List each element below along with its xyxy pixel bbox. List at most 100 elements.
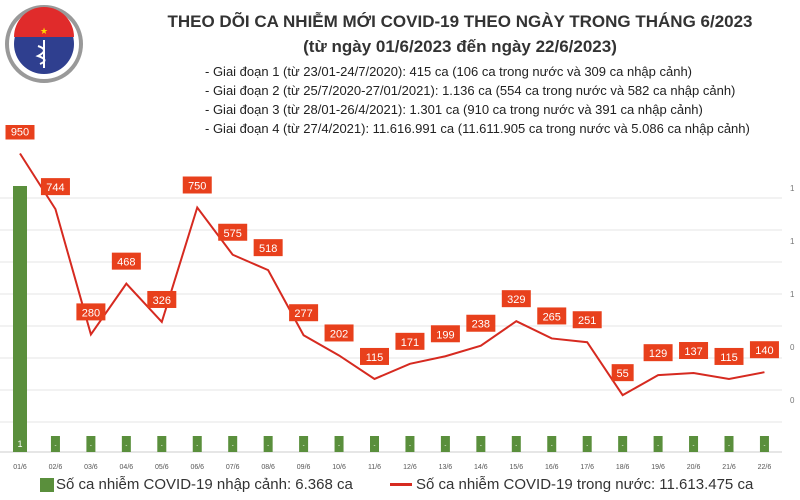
bar-label: - (303, 443, 305, 449)
bar (653, 436, 663, 452)
x-tick-label: 15/6 (509, 464, 523, 470)
x-tick-label: 09/6 (297, 464, 311, 470)
bar-label: - (444, 443, 446, 449)
x-tick-label: 21/6 (722, 464, 736, 470)
data-label-box (111, 252, 141, 270)
bar-label: - (90, 443, 92, 449)
bar (511, 436, 521, 452)
bar (476, 436, 486, 452)
x-tick-label: 06/6 (190, 464, 204, 470)
data-label-box (430, 325, 460, 343)
bar (299, 436, 309, 452)
x-tick-label: 14/6 (474, 464, 488, 470)
x-tick-label: 20/6 (687, 464, 701, 470)
data-label-box (147, 290, 177, 308)
bar (405, 436, 415, 452)
data-label-box (611, 364, 634, 382)
legend-bar-label: Số ca nhiễm COVID-19 nhập cảnh: 6.368 ca (56, 476, 353, 493)
legend-line: Số ca nhiễm COVID-19 trong nước: 11.613.… (390, 476, 753, 493)
bar-label: - (409, 443, 411, 449)
bar (263, 436, 273, 452)
bar-label: - (232, 443, 234, 449)
data-label: 199 (436, 329, 454, 341)
data-label-box (679, 342, 709, 360)
data-label-box (360, 347, 389, 365)
data-label: 171 (401, 337, 419, 349)
note-phase-1: - Giai đoạn 1 (từ 23/01-24/7/2020): 415 … (205, 64, 693, 79)
data-label-box (253, 239, 283, 257)
data-label: 251 (578, 315, 596, 327)
data-label-box (324, 324, 354, 342)
data-label: 329 (507, 294, 525, 306)
data-label-box (76, 303, 106, 321)
bar (547, 436, 557, 452)
chart-area: 1 1 1 0 0 1 - - - - - - - - - - - - - - - - - - - - - 01/6 02/6 03/6 0… (0, 125, 795, 470)
right-axis-tick: 0 (790, 396, 795, 405)
bar-label: - (728, 443, 730, 449)
legend-bar-swatch (40, 477, 54, 492)
bar-label: - (125, 443, 127, 449)
bar (192, 436, 202, 452)
x-tick-label: 08/6 (261, 464, 275, 470)
bar (370, 436, 379, 452)
x-tick-label: 04/6 (120, 464, 134, 470)
ministry-of-health-logo: ★ (5, 5, 83, 83)
bar-label: - (515, 443, 517, 449)
chart-subtitle: (từ ngày 01/6/2023 đến ngày 22/6/2023) (303, 37, 617, 56)
x-tick-label: 02/6 (49, 464, 63, 470)
bar-label: - (338, 443, 340, 449)
data-label: 115 (366, 352, 384, 364)
data-label: 115 (720, 352, 738, 364)
x-tick-label: 22/6 (758, 464, 772, 470)
data-label-box (537, 307, 567, 325)
data-label-box (501, 290, 531, 308)
data-label-box (395, 332, 425, 350)
x-tick-label: 11/6 (368, 464, 381, 470)
bar-label: - (267, 443, 269, 449)
note-phase-4: - Giai đoạn 4 (từ 27/4/2021): 11.616.991… (205, 121, 750, 136)
bar (13, 186, 27, 452)
data-label-box (182, 176, 212, 194)
data-label-box (40, 178, 70, 196)
data-label-box (466, 314, 496, 332)
x-tick-label: 17/6 (580, 464, 594, 470)
data-label-box (289, 304, 319, 322)
data-label-box (643, 344, 673, 362)
bar (86, 436, 96, 452)
note-phase-2: - Giai đoạn 2 (từ 25/7/2020-27/01/2021):… (205, 83, 736, 98)
right-axis-tick: 1 (790, 184, 795, 193)
legend-line-swatch (390, 483, 412, 486)
data-label: 750 (188, 181, 206, 193)
data-label: 280 (82, 307, 100, 319)
data-label: 265 (543, 311, 561, 323)
bar (582, 436, 592, 452)
note-phase-3: - Giai đoạn 3 (từ 28/01-26/4/2021): 1.30… (205, 102, 703, 117)
bar (334, 436, 344, 452)
x-tick-label: 13/6 (439, 464, 453, 470)
bar-label: - (586, 443, 588, 449)
bar-label: - (161, 443, 163, 449)
bar-label: - (480, 443, 482, 449)
x-tick-label: 05/6 (155, 464, 169, 470)
bar-label: - (657, 443, 659, 449)
x-tick-label: 12/6 (403, 464, 417, 470)
line-series (19, 152, 765, 397)
data-label: 575 (224, 228, 242, 240)
data-label: 326 (153, 295, 171, 307)
data-label: 468 (117, 257, 135, 269)
x-tick-label: 19/6 (651, 464, 665, 470)
data-label-box (749, 341, 779, 359)
bar-label: 1 (17, 439, 22, 449)
phase-notes: - Giai đoạn 1 (từ 23/01-24/7/2020): 415 … (205, 62, 750, 138)
chart-title: THEO DÕI CA NHIỄM MỚI COVID-19 THEO NGÀY… (167, 12, 753, 31)
bar (157, 436, 167, 452)
data-label: 518 (259, 243, 277, 255)
bar-label: - (374, 443, 376, 449)
x-tick-label: 18/6 (616, 464, 630, 470)
data-label: 950 (11, 127, 29, 139)
data-label-box (572, 311, 602, 329)
x-tick-label: 16/6 (545, 464, 559, 470)
x-tick-label: 10/6 (332, 464, 346, 470)
data-label: 238 (472, 319, 490, 331)
bar-label: - (551, 443, 553, 449)
